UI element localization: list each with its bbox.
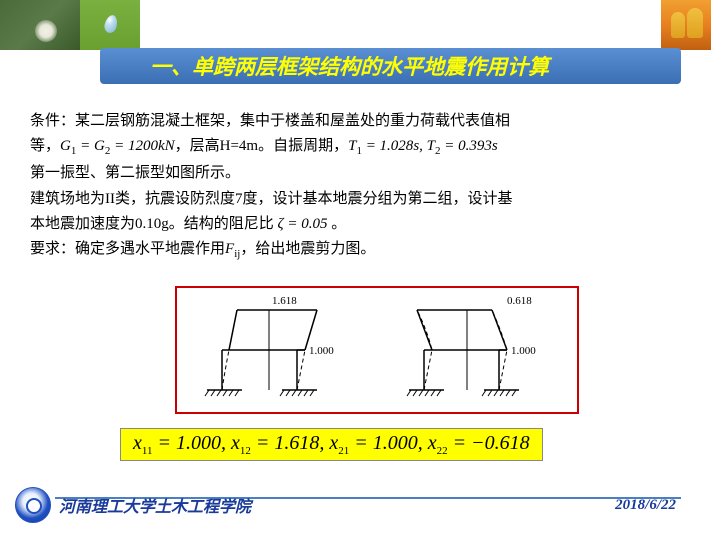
text-line-3: 第一振型、第二振型如图所示。 [30,162,681,185]
decorative-photo-strip [0,0,711,50]
equation-G: G1 = G2 = 1200kN [60,138,175,154]
water-drop-photo [80,0,140,50]
mode2-top-label: 0.618 [507,295,532,307]
text-line-1: 条件：某二层钢筋混凝土框架，集中于楼盖和屋盖处的重力荷载代表值相 [30,110,681,133]
mode1-mid-label: 1.000 [309,345,334,357]
mode-shape-diagram: 1.618 1.000 0.618 1.000 [175,286,579,414]
mode1-top-label: 1.618 [272,295,297,307]
result-highlight: x11 = 1.000, x12 = 1.618, x21 = 1.000, x… [120,428,543,461]
dandelion-photo [0,0,80,50]
slide-title: 一、单跨两层框架结构的水平地震作用计算 [150,51,549,81]
equation-zeta: ζ = 0.05 [278,216,328,232]
text-line-2: 等，G1 = G2 = 1200kN，层高H=4m。自振周期，T1 = 1.02… [30,135,681,160]
footer: 河南理工大学土木工程学院 2018/6/22 [0,487,711,523]
mode2-mid-label: 1.000 [511,345,536,357]
equation-F: Fij [225,241,240,257]
result-equation: x11 = 1.000, x12 = 1.618, x21 = 1.000, x… [133,432,530,454]
university-logo-icon [15,487,51,523]
text-line-4: 建筑场地为II类，抗震设防烈度7度，设计基本地震分组为第二组，设计基 [30,188,681,211]
content-area: 条件：某二层钢筋混凝土框架，集中于楼盖和屋盖处的重力荷载代表值相 等，G1 = … [30,110,681,265]
institution-name: 河南理工大学土木工程学院 [59,493,251,517]
equation-T: T1 = 1.028s, T2 = 0.393s [348,138,498,154]
ground-hatch [205,390,317,396]
tulip-photo [661,0,711,50]
title-bar: 一、单跨两层框架结构的水平地震作用计算 [100,48,681,84]
ground-hatch [407,390,519,396]
text-line-5: 本地震加速度为0.10g。结构的阻尼比 ζ = 0.05 。 [30,213,681,236]
text-line-6: 要求：确定多遇水平地震作用Fij，给出地震剪力图。 [30,238,681,263]
slide-date: 2018/6/22 [615,497,676,514]
mode-shape-1: 1.618 1.000 [187,290,367,410]
mode-shape-2: 0.618 1.000 [387,290,567,410]
